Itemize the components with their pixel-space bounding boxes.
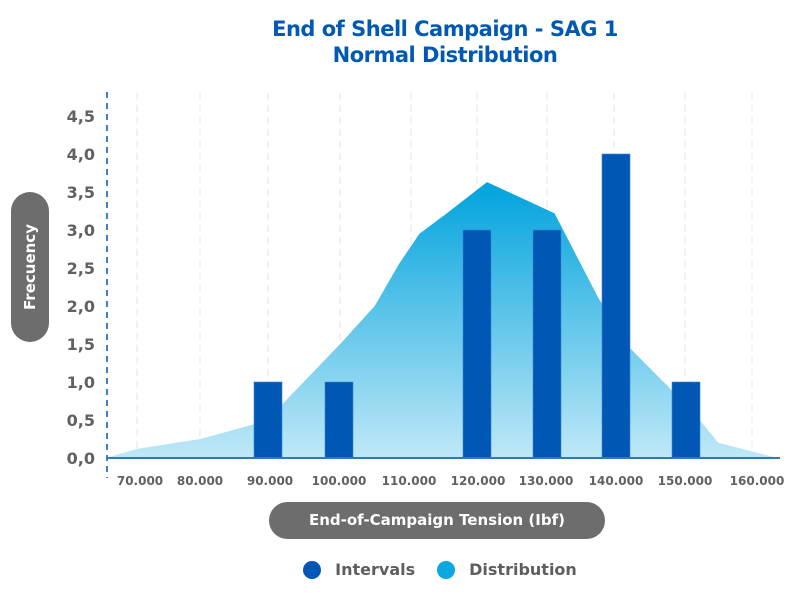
x-tick-label: 90.000 [247,474,293,488]
x-tick-label: 100.000 [312,474,367,488]
y-tick-label: 4,0 [67,145,95,164]
chart-title: End of Shell Campaign - SAG 1 Normal Dis… [0,16,800,68]
legend-item-distribution[interactable]: Distribution [437,560,577,579]
y-tick-labels: 0,0 0,5 1,0 1,5 2,0 2,5 3,0 3,5 4,0 4,5 [67,107,95,468]
bar-140[interactable] [601,153,631,459]
chart-subtitle: Normal Distribution [332,43,558,67]
legend: Intervals Distribution [0,560,800,579]
x-tick-label: 160.000 [730,474,785,488]
bar-150[interactable] [671,381,701,459]
y-axis-label-pill: Frecuency [11,192,49,342]
y-tick-label: 1,0 [67,373,95,392]
y-tick-label: 0,5 [67,411,95,430]
bar-90[interactable] [253,381,283,459]
x-tick-labels: 70.000 80.000 90.000 100.000 110.000 120.000 1… [117,474,784,488]
y-tick-label: 4,5 [67,107,95,126]
y-tick-label: 1,5 [67,335,95,354]
x-axis-label-pill: End-of-Campaign Tension (Ibf) [269,502,605,539]
x-tick-label: 80.000 [177,474,223,488]
legend-marker-distribution [437,560,456,579]
y-tick-label: 3,0 [67,221,95,240]
x-tick-label: 120.000 [451,474,506,488]
y-tick-label: 0,0 [67,449,95,468]
y-tick-label: 3,5 [67,183,95,202]
x-tick-label: 130.000 [519,474,574,488]
x-tick-label: 150.000 [658,474,713,488]
x-tick-label: 140.000 [589,474,644,488]
interval-bars [253,153,701,459]
x-tick-label: 70.000 [117,474,163,488]
legend-item-intervals[interactable]: Intervals [303,560,415,579]
chart-title-line1: End of Shell Campaign - SAG 1 [272,17,618,41]
legend-marker-intervals [303,560,322,579]
legend-label-distribution: Distribution [469,560,577,579]
bar-100[interactable] [324,381,354,459]
x-axis-label: End-of-Campaign Tension (Ibf) [308,511,565,529]
bar-120[interactable] [462,229,492,459]
x-tick-label: 110.000 [382,474,437,488]
y-tick-label: 2,5 [67,259,95,278]
bar-130[interactable] [532,229,562,459]
y-tick-label: 2,0 [67,297,95,316]
legend-label-intervals: Intervals [335,560,416,579]
